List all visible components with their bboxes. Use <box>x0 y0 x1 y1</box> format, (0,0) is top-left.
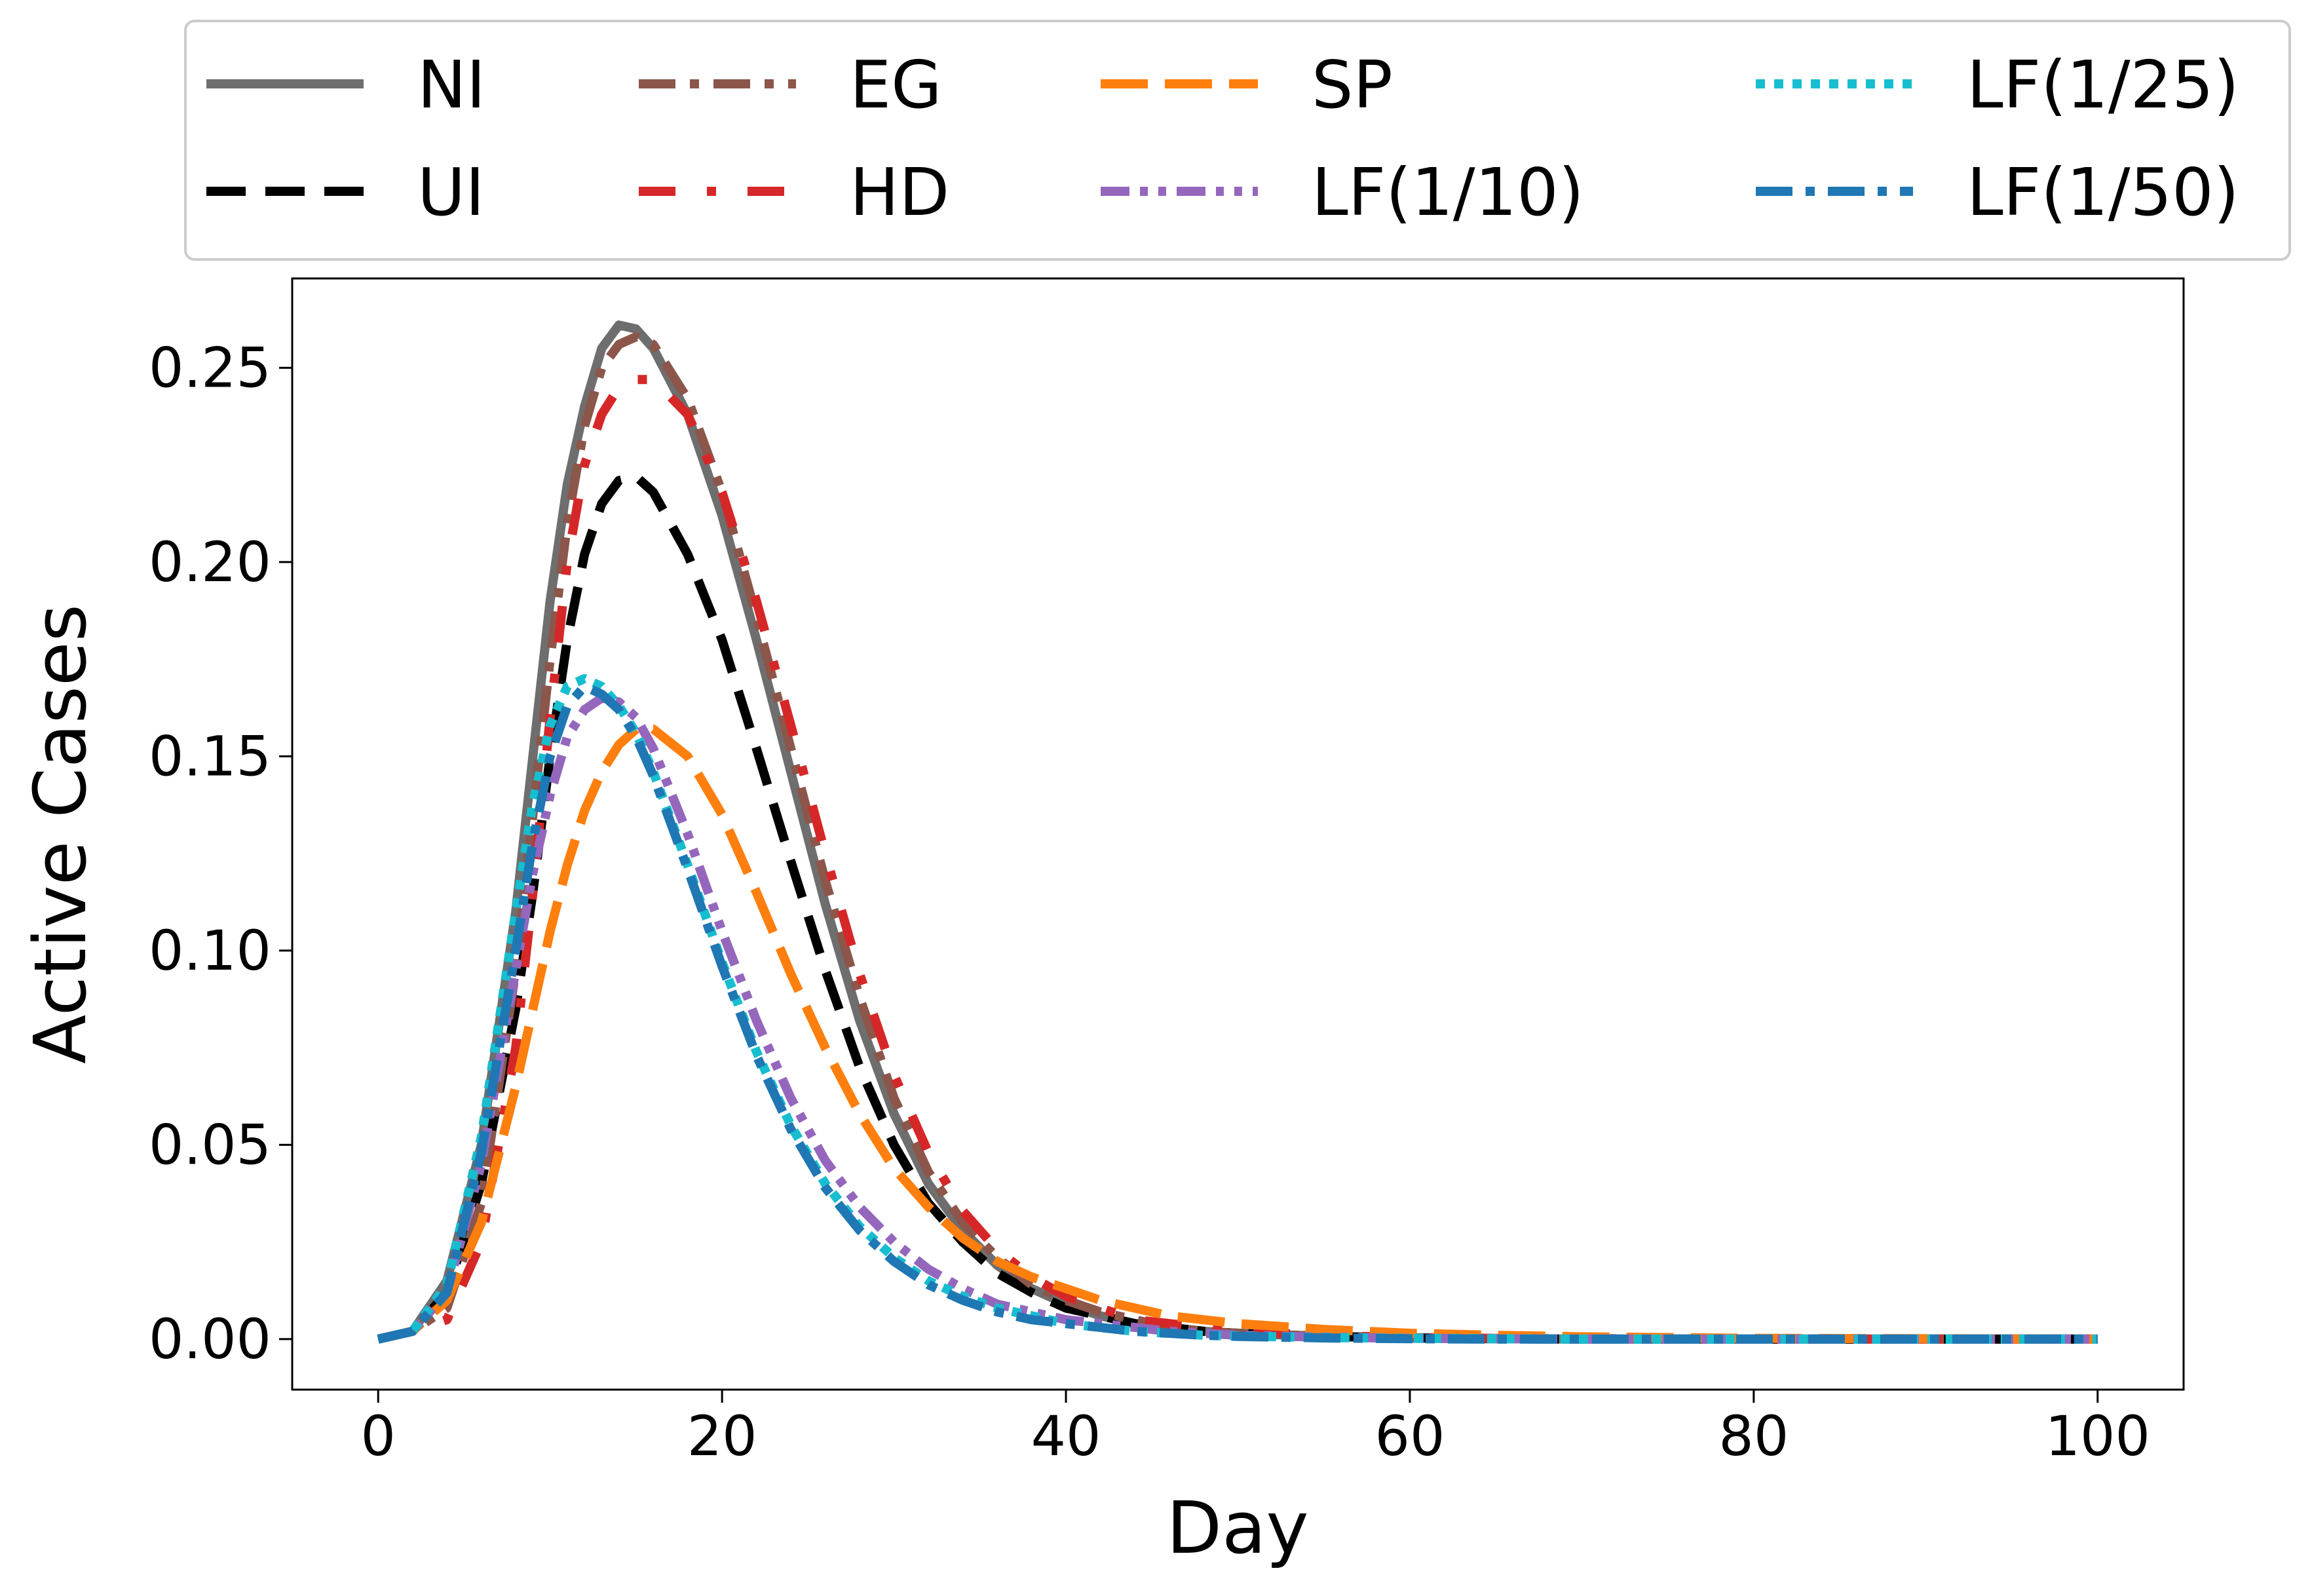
x-tick-label: 100 <box>2045 1404 2150 1468</box>
plot-area <box>291 277 2185 1391</box>
series-line-4 <box>377 375 2098 1344</box>
y-tick-label: 0.25 <box>149 335 271 400</box>
series-line-6 <box>377 693 2098 1344</box>
x-axis-label: Day <box>1166 1486 1308 1570</box>
legend-label: NI <box>417 47 485 123</box>
series-line-5 <box>377 724 2098 1344</box>
y-tick-label: 0.20 <box>149 530 271 594</box>
y-tick-label: 0.15 <box>149 724 271 788</box>
legend-label: EG <box>850 47 942 123</box>
legend-label: UI <box>417 154 485 231</box>
legend-label: LF(1/25) <box>1967 47 2239 123</box>
series-line-7 <box>377 674 2098 1344</box>
series-line-2 <box>377 472 2098 1344</box>
x-tick-label: 0 <box>361 1404 396 1468</box>
y-tick-label: 0.05 <box>149 1112 271 1177</box>
x-axis: 0 20 40 60 80 100 <box>361 1390 2150 1468</box>
y-axis: 0.00 0.05 0.10 0.15 0.20 0.25 <box>149 335 292 1371</box>
x-tick-label: 80 <box>1718 1404 1789 1468</box>
legend-label: LF(1/10) <box>1312 154 1584 231</box>
x-tick-label: 40 <box>1031 1404 1101 1468</box>
series-line-3 <box>377 332 2098 1344</box>
series-line-1 <box>377 320 2098 1344</box>
x-tick-label: 20 <box>687 1404 757 1468</box>
legend: NI UI EG HD SP LF(1/10) LF(1/25) LF(1/50) <box>184 20 2291 261</box>
y-tick-label: 0.10 <box>149 919 271 983</box>
y-tick-label: 0.00 <box>149 1307 271 1371</box>
x-tick-label: 60 <box>1375 1404 1445 1468</box>
legend-label: SP <box>1312 47 1393 123</box>
legend-label: LF(1/50) <box>1967 154 2239 231</box>
series-line-8 <box>377 681 2098 1344</box>
axes-frame <box>291 277 2185 1391</box>
y-axis-label: Active Cases <box>18 604 102 1064</box>
legend-label: HD <box>850 154 949 231</box>
